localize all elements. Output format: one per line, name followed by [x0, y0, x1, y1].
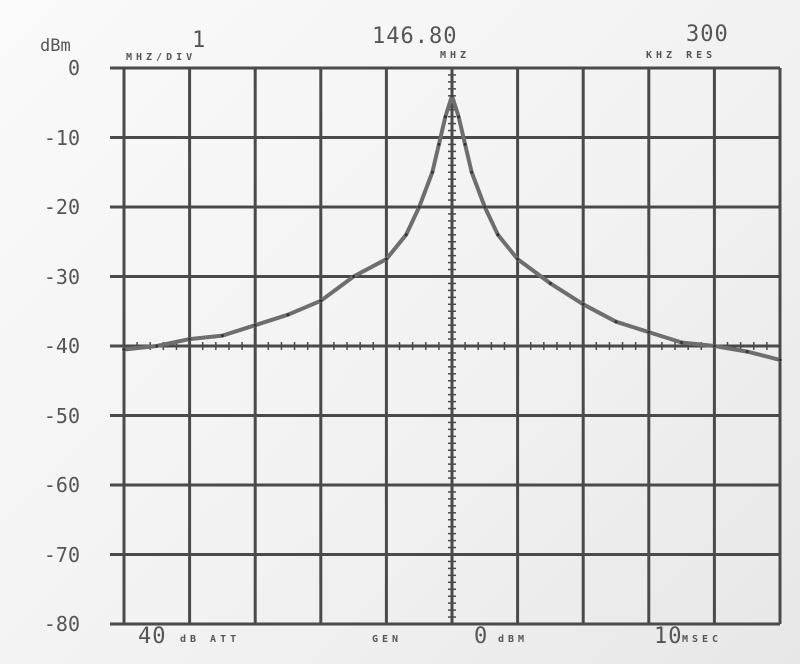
data-point: [404, 233, 408, 237]
y-tick-label: -40: [43, 334, 80, 358]
data-point: [253, 323, 257, 327]
data-point: [712, 344, 716, 348]
data-point: [122, 348, 126, 351]
data-point: [745, 350, 749, 354]
data-point: [463, 142, 467, 146]
data-point: [155, 344, 159, 348]
data-point: [437, 142, 441, 146]
gen-unit: dBM: [498, 634, 529, 645]
y-tick-label: -80: [43, 612, 80, 636]
data-point: [614, 320, 618, 324]
attenuation-unit: dB ATT: [180, 634, 241, 645]
data-point: [430, 170, 434, 174]
data-point: [384, 257, 388, 261]
sweep-value: 10: [654, 624, 683, 649]
y-unit-label: dBm: [40, 36, 71, 56]
data-point: [457, 115, 461, 119]
gen-label: GEN: [372, 634, 403, 645]
data-point: [470, 170, 474, 174]
data-point: [443, 115, 447, 119]
data-point: [188, 337, 192, 341]
center-frequency-unit: MHZ: [440, 50, 471, 61]
data-point: [581, 302, 585, 306]
scale-unit: MHZ/DIV: [126, 52, 197, 63]
data-point: [778, 358, 782, 362]
data-point: [548, 281, 552, 285]
center-frequency: 146.80: [372, 24, 458, 49]
data-point: [450, 94, 454, 98]
scale-value: 1: [192, 28, 207, 53]
data-point: [352, 275, 356, 278]
y-tick-label: -20: [43, 195, 80, 219]
sweep-unit: MSEC: [682, 634, 723, 645]
resolution-unit: KHZ RES: [646, 50, 717, 61]
y-tick-label: -70: [43, 542, 80, 567]
y-tick-label: -30: [43, 264, 80, 289]
gen-value: 0: [474, 624, 489, 649]
data-point: [483, 205, 487, 209]
data-point: [286, 313, 290, 317]
resolution-value: 300: [686, 22, 729, 47]
y-tick-label: -10: [43, 125, 80, 150]
data-point: [496, 233, 500, 237]
attenuation-value: 40: [138, 624, 167, 649]
data-point: [647, 330, 651, 334]
data-point: [319, 299, 323, 303]
data-point: [680, 341, 684, 344]
y-tick-label: -60: [43, 473, 80, 497]
y-tick-label: 0: [67, 56, 80, 80]
y-tick-label: -50: [43, 403, 80, 428]
data-point: [516, 257, 520, 261]
data-point: [417, 205, 421, 209]
data-point: [220, 334, 224, 338]
